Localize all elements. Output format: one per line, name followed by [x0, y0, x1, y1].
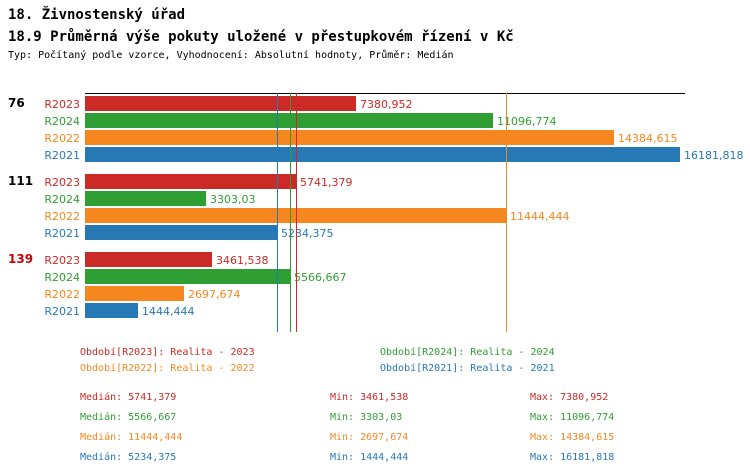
- stat-min-R2023: Min: 3461,538: [330, 392, 409, 403]
- bar-value-label: 1444,444: [142, 305, 195, 318]
- x-axis-line: [85, 93, 685, 94]
- bar-R2023: [85, 96, 356, 111]
- bar-value-label: 5741,379: [300, 176, 353, 189]
- bar-R2021: [85, 147, 680, 162]
- bar-series-label: R2023: [44, 98, 80, 111]
- bar-series-label: R2024: [44, 271, 80, 284]
- group-label: 76: [8, 96, 25, 110]
- stat-max-R2023: Max: 7380,952: [530, 392, 609, 403]
- bar-value-label: 11096,774: [497, 115, 557, 128]
- bar-series-label: R2024: [44, 193, 80, 206]
- stat-max-R2024: Max: 11096,774: [530, 412, 615, 423]
- bar-R2024: [85, 269, 290, 284]
- bar-value-label: 5566,667: [294, 271, 347, 284]
- stat-median-R2021: Medián: 5234,375: [80, 452, 177, 463]
- bar-R2021: [85, 225, 277, 240]
- stat-median-R2024: Medián: 5566,667: [80, 412, 177, 423]
- median-line-R2023: [296, 93, 297, 332]
- bar-value-label: 5234,375: [281, 227, 334, 240]
- stat-max-R2022: Max: 14384,615: [530, 432, 615, 443]
- chart-meta: Typ: Počítaný podle vzorce, Vyhodnocení:…: [8, 50, 454, 61]
- bar-series-label: R2022: [44, 132, 80, 145]
- stat-min-R2024: Min: 3303,03: [330, 412, 403, 423]
- bar-series-label: R2021: [44, 305, 80, 318]
- bar-value-label: 7380,952: [360, 98, 413, 111]
- group-label: 139: [8, 252, 34, 266]
- bar-series-label: R2024: [44, 115, 80, 128]
- legend-item-R2024: Období[R2024]: Realita - 2024: [380, 347, 555, 358]
- legend-item-R2021: Období[R2021]: Realita - 2021: [380, 363, 555, 374]
- bar-R2021: [85, 303, 138, 318]
- bar-R2022: [85, 286, 184, 301]
- bar-R2022: [85, 208, 506, 223]
- page-title: 18. Živnostenský úřad: [8, 7, 186, 23]
- bar-series-label: R2021: [44, 227, 80, 240]
- bar-value-label: 11444,444: [510, 210, 570, 223]
- bar-R2022: [85, 130, 614, 145]
- bar-value-label: 16181,818: [684, 149, 744, 162]
- chart-header: 18. Živnostenský úřad 18.9 Průměrná výše…: [8, 4, 514, 61]
- median-line-R2022: [506, 93, 507, 332]
- bar-series-label: R2022: [44, 288, 80, 301]
- median-line-R2021: [277, 93, 278, 332]
- stat-median-R2022: Medián: 11444,444: [80, 432, 183, 443]
- bar-R2024: [85, 113, 493, 128]
- stat-max-R2021: Max: 16181,818: [530, 452, 615, 463]
- stat-median-R2023: Medián: 5741,379: [80, 392, 177, 403]
- bar-series-label: R2023: [44, 176, 80, 189]
- bar-value-label: 2697,674: [188, 288, 241, 301]
- bar-value-label: 3461,538: [216, 254, 269, 267]
- page-subtitle: 18.9 Průměrná výše pokuty uložené v přes…: [8, 29, 514, 45]
- bar-series-label: R2023: [44, 254, 80, 267]
- bar-R2023: [85, 252, 212, 267]
- stat-min-R2021: Min: 1444,444: [330, 452, 409, 463]
- bar-value-label: 3303,03: [210, 193, 256, 206]
- bar-R2023: [85, 174, 296, 189]
- group-label: 111: [8, 174, 34, 188]
- bar-series-label: R2021: [44, 149, 80, 162]
- bar-value-label: 14384,615: [618, 132, 678, 145]
- legend-item-R2023: Období[R2023]: Realita - 2023: [80, 347, 255, 358]
- stat-min-R2022: Min: 2697,674: [330, 432, 409, 443]
- bar-series-label: R2022: [44, 210, 80, 223]
- median-line-R2024: [290, 93, 291, 332]
- bar-R2024: [85, 191, 206, 206]
- legend-item-R2022: Období[R2022]: Realita - 2022: [80, 363, 255, 374]
